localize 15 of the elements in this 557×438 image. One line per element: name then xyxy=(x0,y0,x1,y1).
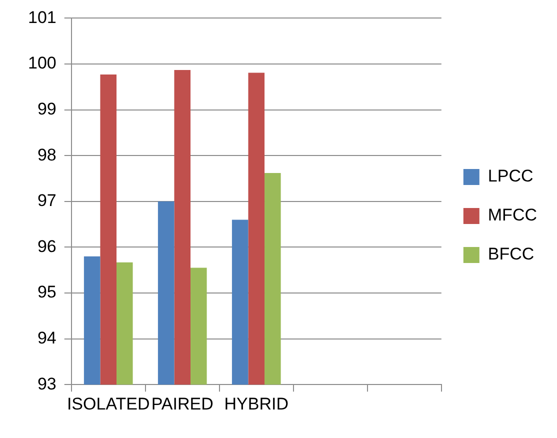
y-tick-label: 96 xyxy=(37,236,56,256)
y-tick-label: 97 xyxy=(37,191,56,210)
x-tick-label: PAIRED xyxy=(151,394,214,414)
legend-label: MFCC xyxy=(488,206,538,225)
y-tick-label: 94 xyxy=(37,328,56,348)
y-tick-label: 101 xyxy=(28,8,56,27)
legend-label: LPCC xyxy=(488,166,534,186)
y-tick-label: 93 xyxy=(37,374,56,394)
y-tick-label: 100 xyxy=(28,54,56,73)
y-tick-label: 95 xyxy=(37,282,56,302)
x-tick-label: HYBRID xyxy=(224,394,288,414)
legend-label: BFCC xyxy=(488,244,534,264)
y-tick-label: 99 xyxy=(37,99,56,118)
y-tick-label: 98 xyxy=(37,145,56,164)
x-tick-label: ISOLATED xyxy=(66,394,150,414)
